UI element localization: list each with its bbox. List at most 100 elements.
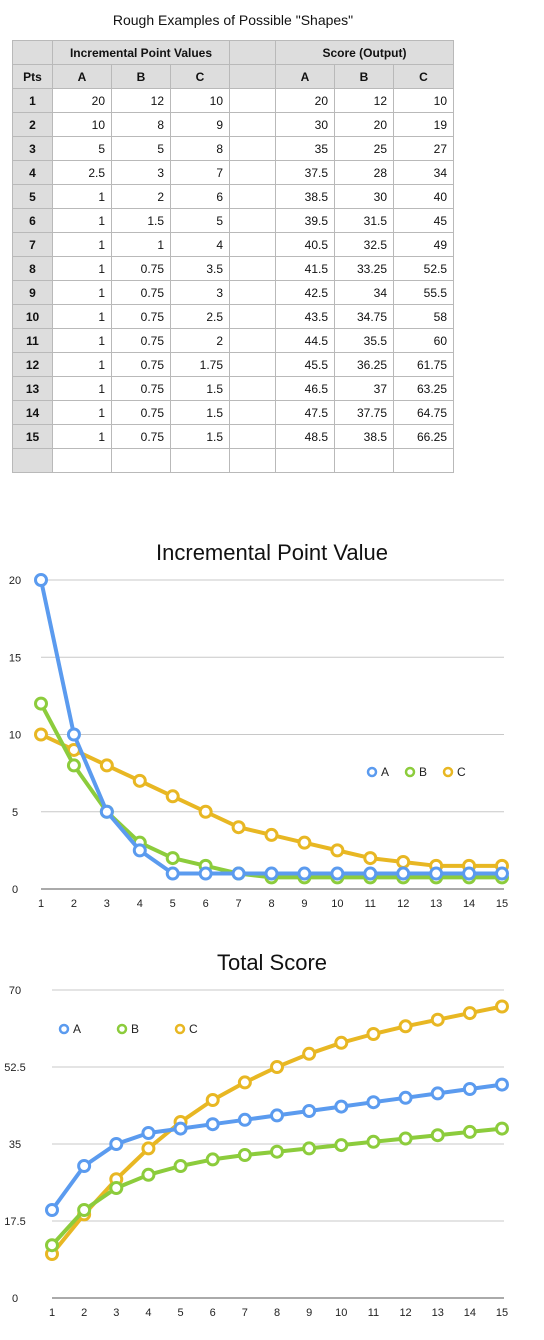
- incremental-cell: 1: [52, 424, 112, 449]
- incremental-cell: 1: [52, 400, 112, 425]
- score-cell: 40.5: [275, 232, 335, 257]
- table-title: Rough Examples of Possible "Shapes": [112, 12, 354, 28]
- incremental-cell: 2: [170, 328, 230, 353]
- empty-cell: [393, 448, 454, 473]
- chart-title: Incremental Point Value: [156, 540, 388, 565]
- table-row: 13 1 0.75 1.5 46.5 37 63.25: [12, 376, 454, 401]
- data-point-a: [45, 1203, 59, 1217]
- empty-cell: [275, 448, 335, 473]
- score-cell: 34.75: [334, 304, 394, 329]
- legend-marker-b: [404, 766, 416, 778]
- incremental-cell: 1.5: [170, 400, 230, 425]
- data-point-c: [430, 1012, 445, 1027]
- incremental-cell: 0.75: [111, 280, 171, 305]
- data-point-a: [429, 866, 444, 881]
- row-header: 13: [12, 376, 53, 401]
- data-point-b: [173, 1159, 188, 1173]
- series-line-c: [40, 732, 502, 868]
- row-header: 4: [12, 160, 53, 185]
- incremental-cell: 8: [111, 112, 171, 137]
- data-table: Incremental Point Values Score (Output) …: [12, 40, 454, 473]
- score-cell: 52.5: [393, 256, 454, 281]
- incremental-cell: 0.75: [111, 376, 171, 401]
- incremental-cell: 2.5: [52, 160, 112, 185]
- score-cell: 34: [393, 160, 454, 185]
- score-cell: 66.25: [393, 424, 454, 449]
- x-tick-label: 12: [399, 1307, 411, 1319]
- data-point-b: [45, 1238, 59, 1253]
- x-tick-label: 4: [145, 1307, 151, 1319]
- data-point-a: [495, 866, 509, 881]
- incremental-cell: 1: [52, 304, 112, 329]
- pts-header: Pts: [12, 64, 53, 89]
- incremental-cell: 6: [170, 184, 230, 209]
- legend-marker-a: [366, 766, 378, 778]
- y-tick-label: 70: [9, 985, 21, 997]
- legend-marker-c: [442, 766, 454, 778]
- x-tick-label: 6: [210, 1307, 216, 1319]
- x-tick-label: 12: [397, 898, 409, 910]
- x-tick-label: 8: [268, 898, 274, 910]
- score-cell: 35.5: [334, 328, 394, 353]
- data-point-a: [231, 866, 246, 881]
- x-tick-label: 1: [49, 1307, 55, 1319]
- incremental-cell: 1.5: [170, 424, 230, 449]
- data-point-a: [462, 1082, 477, 1096]
- spacer-cell: [229, 208, 276, 233]
- y-tick-label: 35: [9, 1139, 21, 1151]
- score-cell: 48.5: [275, 424, 335, 449]
- incremental-cell: 20: [52, 88, 112, 113]
- data-point-b: [270, 1144, 284, 1159]
- data-point-a: [462, 866, 477, 881]
- incremental-cell: 3.5: [170, 256, 230, 281]
- table-row: 1 20 12 10 20 12 10: [12, 88, 454, 113]
- spacer-cell: [229, 256, 276, 281]
- incremental-cell: 8: [170, 136, 230, 161]
- incremental-cell: 0.75: [111, 328, 171, 353]
- data-point-b: [430, 1128, 445, 1143]
- table-row: 8 1 0.75 3.5 41.5 33.25 52.5: [12, 256, 454, 281]
- data-point-a: [495, 1077, 509, 1092]
- score-cell: 39.5: [275, 208, 335, 233]
- row-header: 8: [12, 256, 53, 281]
- spacer-cell: [229, 160, 276, 185]
- x-tick-label: 14: [464, 1307, 476, 1319]
- incremental-cell: 10: [170, 88, 230, 113]
- y-tick-label: 52.5: [4, 1062, 25, 1074]
- incremental-cell: 3: [111, 160, 171, 185]
- col-header-score-c: C: [393, 64, 454, 89]
- score-cell: 40: [393, 184, 454, 209]
- spacer-cell: [229, 352, 276, 377]
- data-point-c: [231, 820, 246, 835]
- row-header: [12, 448, 53, 473]
- x-tick-label: 7: [242, 1307, 248, 1319]
- data-point-c: [495, 999, 509, 1014]
- y-tick-label: 0: [12, 1293, 18, 1305]
- data-point-c: [165, 789, 180, 804]
- spacer-cell: [229, 280, 276, 305]
- legend-label-a: A: [381, 765, 389, 779]
- data-point-c: [205, 1093, 220, 1107]
- table-row: 7 1 1 4 40.5 32.5 49: [12, 232, 454, 257]
- score-cell: 37.75: [334, 400, 394, 425]
- x-tick-label: 3: [104, 898, 110, 910]
- data-point-b: [495, 1121, 509, 1136]
- data-point-c: [396, 854, 411, 869]
- x-tick-label: 1: [38, 898, 44, 910]
- score-cell: 36.25: [334, 352, 394, 377]
- empty-cell: [229, 448, 276, 473]
- empty-cell: [334, 448, 394, 473]
- spacer-cell: [229, 232, 276, 257]
- score-cell: 46.5: [275, 376, 335, 401]
- incremental-cell: 3: [170, 280, 230, 305]
- x-tick-label: 7: [236, 898, 242, 910]
- incremental-cell: 7: [170, 160, 230, 185]
- data-point-a: [198, 866, 213, 881]
- row-header: 9: [12, 280, 53, 305]
- y-tick-label: 17.5: [4, 1216, 25, 1228]
- legend-label-c: C: [457, 765, 466, 779]
- incremental-cell: 1: [52, 352, 112, 377]
- data-point-c: [302, 1046, 317, 1061]
- score-cell: 63.25: [393, 376, 454, 401]
- empty-cell: [170, 448, 230, 473]
